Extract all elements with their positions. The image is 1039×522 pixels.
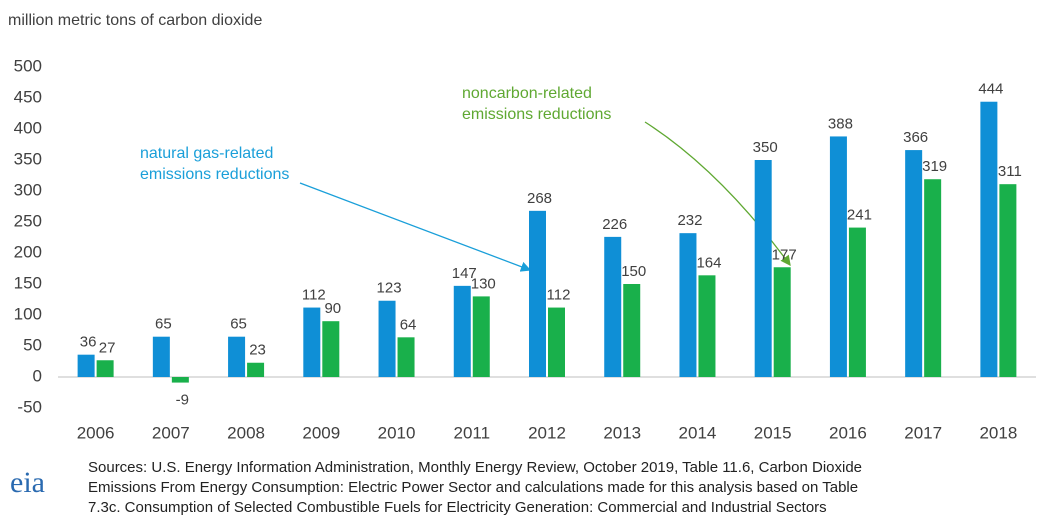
value-label: 112 xyxy=(547,287,571,304)
value-label: 150 xyxy=(621,263,646,280)
y-tick-label: 300 xyxy=(14,180,42,199)
y-tick-label: 500 xyxy=(14,56,42,75)
x-tick-label: 2009 xyxy=(302,423,340,442)
value-label: 241 xyxy=(847,207,872,224)
value-label: 164 xyxy=(696,254,721,271)
bar xyxy=(77,354,95,377)
bar xyxy=(453,285,471,377)
x-tick-label: 2017 xyxy=(904,423,942,442)
bar xyxy=(604,236,622,377)
value-label: 350 xyxy=(753,139,778,156)
y-tick-label: 0 xyxy=(33,366,42,385)
value-label: 130 xyxy=(471,275,496,292)
bar xyxy=(905,150,923,377)
arrow xyxy=(644,121,791,267)
x-tick-label: 2018 xyxy=(979,423,1017,442)
x-tick-label: 2013 xyxy=(603,423,641,442)
source-text: Emissions From Energy Consumption: Elect… xyxy=(88,479,858,496)
value-label: 23 xyxy=(249,342,266,359)
axis-label: million metric tons of carbon dioxide xyxy=(8,12,262,29)
source-text: 7.3c. Consumption of Selected Combustibl… xyxy=(88,499,827,516)
bar xyxy=(529,210,546,377)
x-tick-label: 2014 xyxy=(679,423,717,442)
value-label: 112 xyxy=(302,287,326,304)
x-tick-label: 2008 xyxy=(227,423,265,442)
y-tick-label: 400 xyxy=(14,118,42,137)
logo: eia xyxy=(10,466,45,499)
x-tick-label: 2007 xyxy=(152,423,190,442)
y-tick-label: 450 xyxy=(14,87,42,106)
bar xyxy=(152,336,170,377)
bar xyxy=(548,307,565,377)
y-tick-label: -50 xyxy=(17,397,42,416)
bar xyxy=(679,233,697,377)
value-label: 268 xyxy=(527,190,552,207)
value-label: 36 xyxy=(80,334,97,351)
value-label: 177 xyxy=(772,246,797,263)
y-tick-label: 200 xyxy=(14,242,42,261)
x-tick-label: 2012 xyxy=(528,423,566,442)
bar xyxy=(829,136,847,377)
bar xyxy=(754,160,772,377)
value-label: 366 xyxy=(903,129,928,146)
x-tick-label: 2015 xyxy=(754,423,792,442)
bar xyxy=(773,267,791,377)
value-label: -9 xyxy=(176,392,189,409)
bar xyxy=(924,179,942,377)
value-label: 123 xyxy=(377,280,402,297)
bar xyxy=(848,227,866,377)
x-tick-label: 2016 xyxy=(829,423,867,442)
value-label: 388 xyxy=(828,115,853,132)
x-tick-label: 2011 xyxy=(453,423,490,442)
bar xyxy=(623,284,641,377)
value-label: 65 xyxy=(155,316,172,333)
bar xyxy=(980,101,998,377)
source-text: Sources: U.S. Energy Information Adminis… xyxy=(88,459,862,476)
bar xyxy=(303,307,321,377)
y-tick-label: 50 xyxy=(23,335,42,354)
annotation: natural gas-related xyxy=(140,145,273,162)
y-tick-label: 100 xyxy=(14,304,42,323)
value-label: 444 xyxy=(978,81,1003,98)
bar xyxy=(397,337,415,377)
value-label: 311 xyxy=(998,163,1022,180)
bar xyxy=(171,377,189,383)
bar xyxy=(96,360,114,377)
bar xyxy=(472,296,490,377)
value-label: 90 xyxy=(324,300,341,317)
value-label: 226 xyxy=(602,216,627,233)
x-tick-label: 2010 xyxy=(378,423,416,442)
value-label: 232 xyxy=(677,212,702,229)
arrow xyxy=(299,182,532,272)
y-tick-label: 150 xyxy=(14,273,42,292)
x-tick-label: 2006 xyxy=(77,423,115,442)
value-label: 147 xyxy=(452,265,477,282)
annotation: noncarbon-related xyxy=(462,85,592,102)
bar xyxy=(322,321,340,377)
annotation: emissions reductions xyxy=(140,166,289,183)
value-label: 64 xyxy=(400,316,417,333)
bar xyxy=(999,184,1017,377)
bar xyxy=(698,275,716,377)
value-label: 65 xyxy=(230,316,247,333)
y-tick-label: 250 xyxy=(14,211,42,230)
value-label: 27 xyxy=(99,339,116,356)
bar xyxy=(228,336,246,377)
y-tick-label: 350 xyxy=(14,149,42,168)
annotation: emissions reductions xyxy=(462,106,611,123)
bar xyxy=(247,362,265,377)
bar xyxy=(378,300,396,377)
value-label: 319 xyxy=(922,158,947,175)
